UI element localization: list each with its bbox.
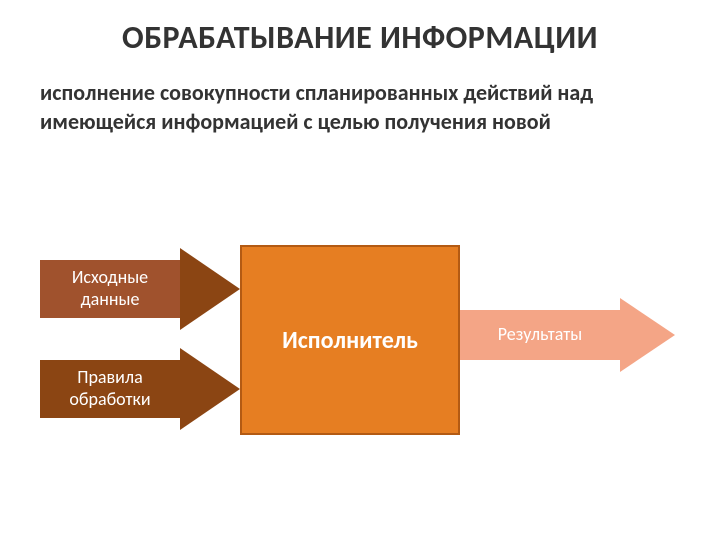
arrow-rules-label: Правила обработки	[46, 367, 174, 410]
page-subtitle: исполнение совокупности спланированных д…	[0, 57, 720, 136]
diagram-area: Исходные данные Правила обработки Исполн…	[0, 210, 720, 490]
arrow-rules-head	[180, 348, 240, 430]
center-executor-label: Исполнитель	[282, 326, 418, 355]
arrow-input-data-label: Исходные данные	[46, 267, 174, 310]
arrow-results-label: Результаты	[498, 324, 583, 346]
arrow-rules: Правила обработки	[40, 360, 180, 418]
arrow-results: Результаты	[460, 310, 620, 360]
arrow-results-head	[620, 298, 675, 372]
arrow-input-data: Исходные данные	[40, 260, 180, 318]
arrow-input-data-head	[180, 248, 240, 330]
page-title: ОБРАБАТЫВАНИЕ ИНФОРМАЦИИ	[0, 0, 720, 57]
center-executor-box: Исполнитель	[240, 245, 460, 435]
